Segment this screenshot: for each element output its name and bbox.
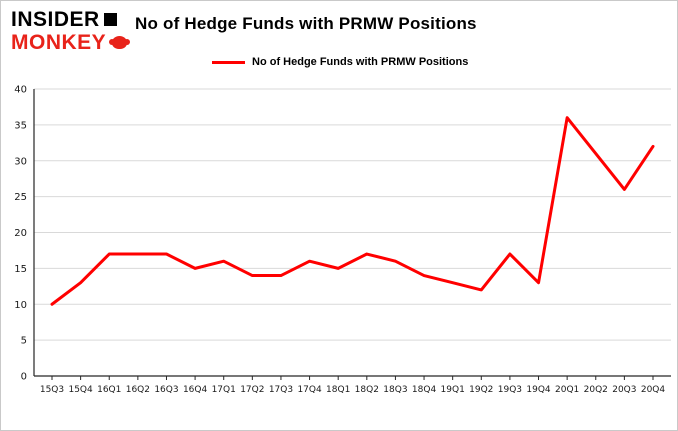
- monkey-face-icon: [109, 36, 131, 49]
- logo-insider-text: INSIDER: [11, 8, 100, 31]
- x-tick-label: 20Q1: [555, 385, 579, 395]
- x-tick-label: 17Q4: [297, 385, 322, 395]
- x-tick-label: 15Q3: [40, 385, 64, 395]
- series-line: [50, 116, 655, 306]
- legend: No of Hedge Funds with PRMW Positions: [212, 56, 468, 68]
- chart-title: No of Hedge Funds with PRMW Positions: [135, 14, 477, 33]
- x-tick-label: 20Q3: [612, 385, 636, 395]
- x-tick-label: 19Q1: [441, 385, 465, 395]
- x-tick-label: 20Q4: [641, 385, 666, 395]
- y-tick-label: 25: [14, 192, 27, 203]
- logo-row-monkey: MONKEY: [11, 31, 131, 54]
- y-tick-label: 15: [14, 264, 27, 275]
- x-tick-label: 16Q1: [97, 385, 121, 395]
- y-tick-label: 10: [14, 300, 27, 311]
- x-tick-label: 20Q2: [584, 385, 608, 395]
- y-tick-label: 30: [14, 156, 27, 167]
- x-tick-label: 18Q4: [412, 385, 437, 395]
- y-tick-label: 5: [21, 336, 27, 347]
- x-tick-label: 15Q4: [68, 385, 93, 395]
- x-tick-label: 18Q1: [326, 385, 350, 395]
- x-tick-label: 19Q3: [498, 385, 522, 395]
- x-tick-label: 17Q3: [269, 385, 293, 395]
- legend-label: No of Hedge Funds with PRMW Positions: [252, 56, 469, 68]
- logo-monkey-text: MONKEY: [11, 31, 107, 54]
- x-tick-label: 16Q4: [183, 385, 208, 395]
- y-tick-label: 0: [21, 372, 27, 383]
- x-tick-label: 18Q2: [355, 385, 379, 395]
- x-tick-label: 19Q4: [526, 385, 551, 395]
- y-tick-label: 20: [14, 228, 27, 239]
- chart-header: INSIDER MONKEY No of Hedge Funds with PR…: [1, 1, 677, 81]
- logo-row-insider: INSIDER: [11, 8, 127, 31]
- x-tick-label: 18Q3: [383, 385, 407, 395]
- x-tick-label: 16Q2: [126, 385, 150, 395]
- y-tick-label: 35: [14, 120, 27, 131]
- y-tick-label: 40: [14, 85, 27, 96]
- x-tick-label: 16Q3: [154, 385, 178, 395]
- black-box-icon: [103, 13, 117, 26]
- legend-line-swatch: [212, 60, 245, 64]
- x-tick-label: 17Q2: [240, 385, 264, 395]
- insider-monkey-logo: INSIDER MONKEY: [11, 8, 131, 54]
- x-tick-label: 17Q1: [212, 385, 236, 395]
- x-tick-label: 19Q2: [469, 385, 493, 395]
